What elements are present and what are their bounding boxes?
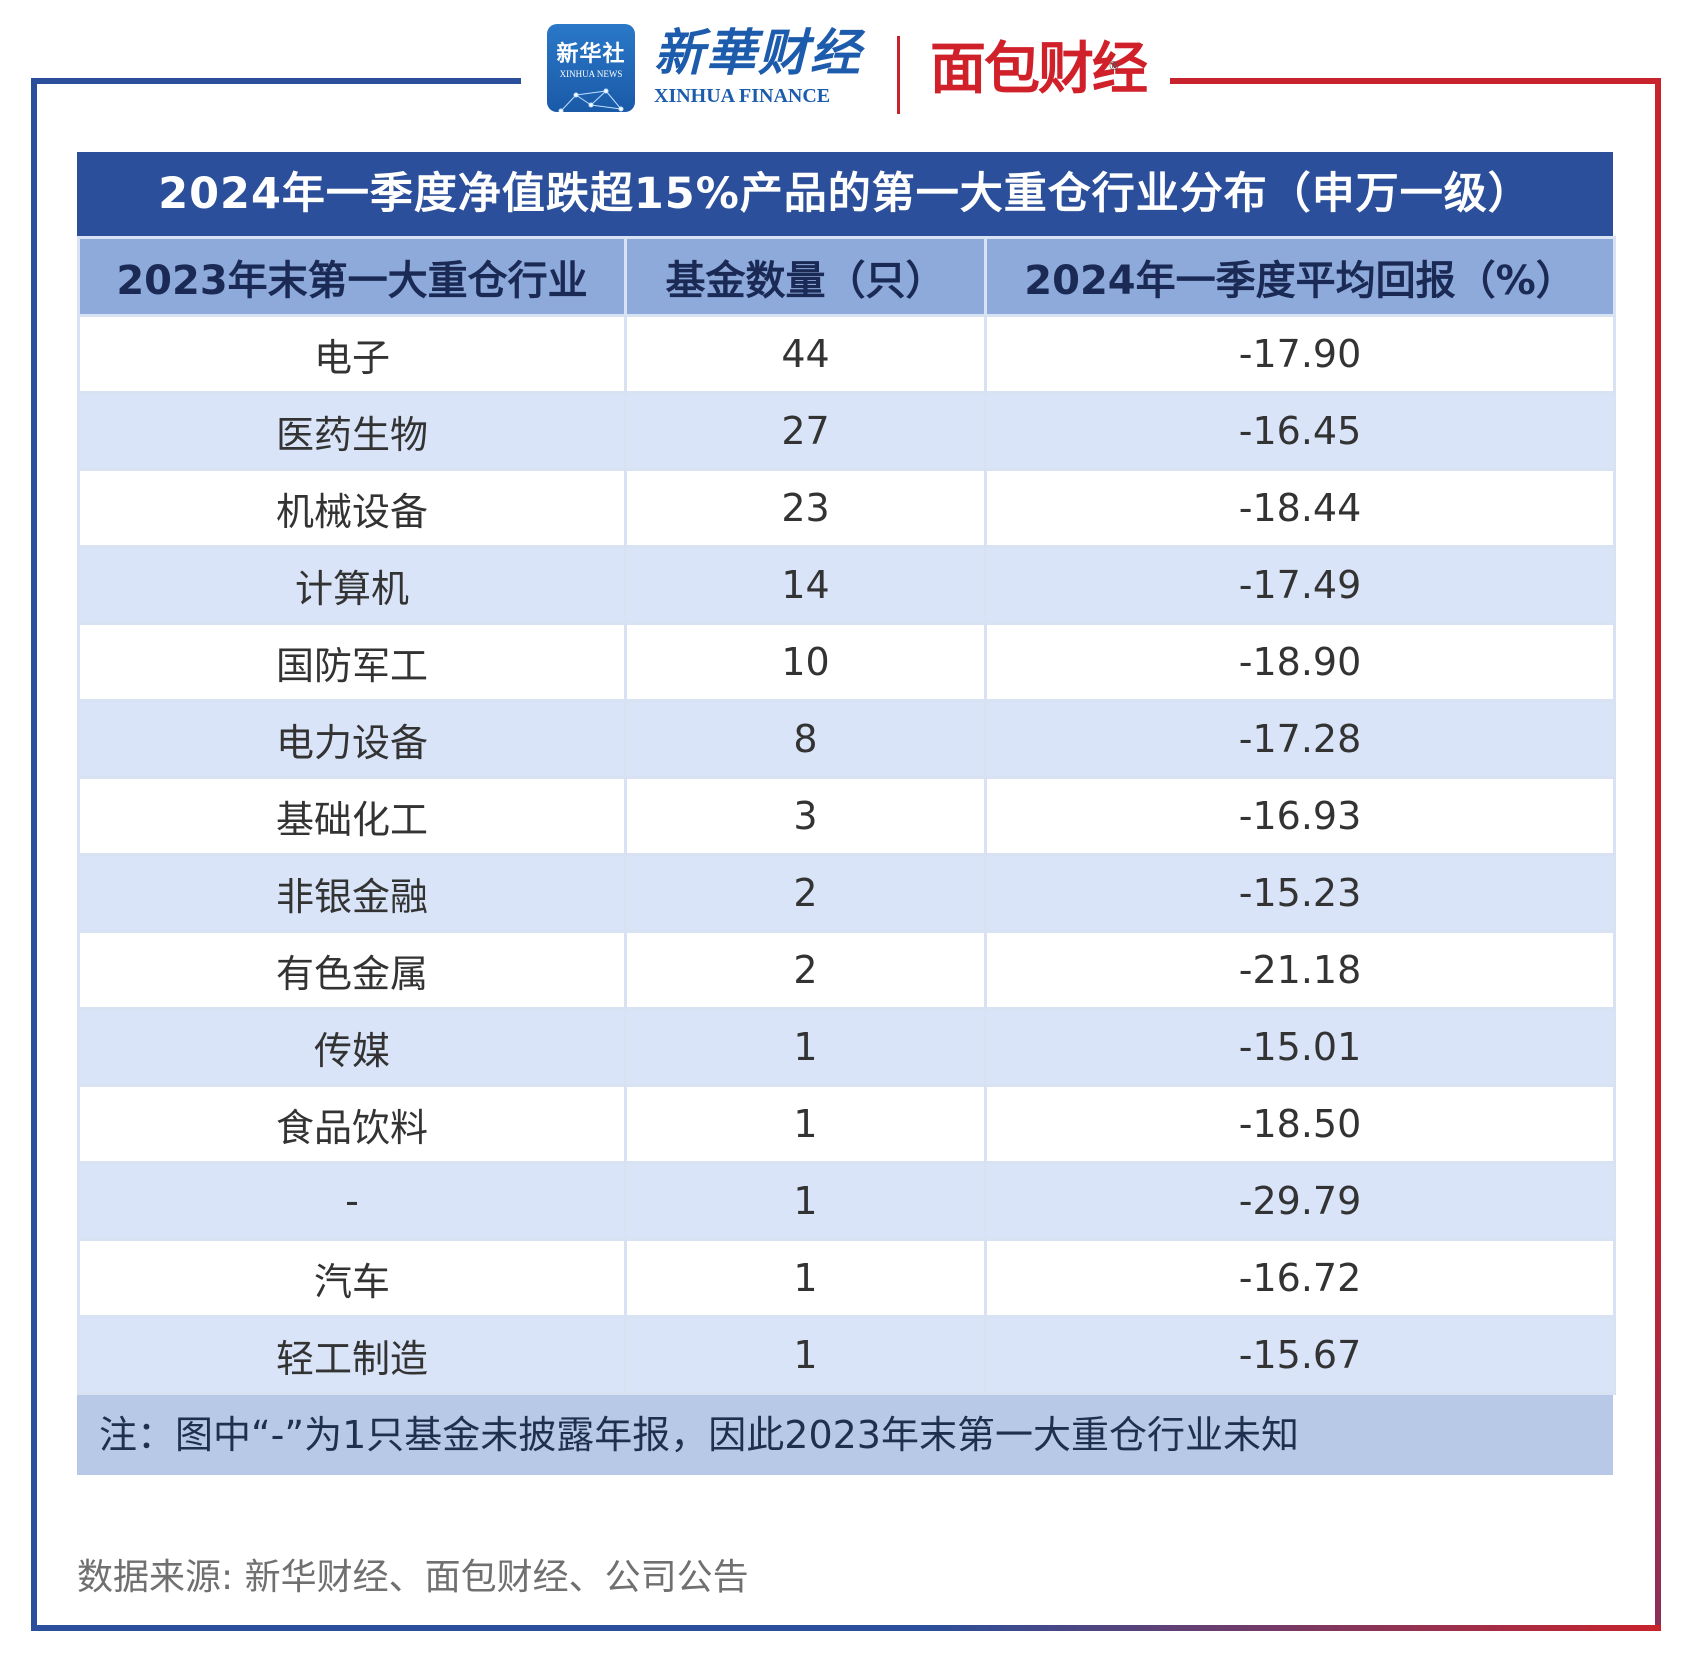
column-header-industry: 2023年末第一大重仓行业 <box>77 236 627 317</box>
cell-fund-count: 1 <box>624 1238 987 1318</box>
table-row: 机械设备 23 -18.44 <box>77 468 1616 548</box>
table-row: 食品饮料 1 -18.50 <box>77 1084 1616 1164</box>
cell-fund-count: 27 <box>624 391 987 471</box>
xinhua-finance-logo-en: XINHUA FINANCE <box>654 85 831 107</box>
cell-fund-count: 44 <box>624 314 987 394</box>
table-title: 2024年一季度净值跌超15%产品的第一大重仓行业分布（申万一级） <box>77 152 1613 236</box>
cell-avg-return: -29.79 <box>984 1161 1616 1241</box>
mianbao-finance-logo: 面包财经 ® <box>930 30 1150 110</box>
table-row: 传媒 1 -15.01 <box>77 1007 1616 1087</box>
table-row: 计算机 14 -17.49 <box>77 545 1616 625</box>
cell-industry: 轻工制造 <box>77 1315 627 1395</box>
cell-industry: 汽车 <box>77 1238 627 1318</box>
table-row: 基础化工 3 -16.93 <box>77 776 1616 856</box>
table-row: 医药生物 27 -16.45 <box>77 391 1616 471</box>
cell-industry: 机械设备 <box>77 468 627 548</box>
cell-avg-return: -15.67 <box>984 1315 1616 1395</box>
cell-fund-count: 8 <box>624 699 987 779</box>
cell-industry: 非银金融 <box>77 853 627 933</box>
table-row: 电力设备 8 -17.28 <box>77 699 1616 779</box>
xinhua-news-logo-en: XINHUA NEWS <box>559 69 623 79</box>
cell-industry: 基础化工 <box>77 776 627 856</box>
cell-avg-return: -17.49 <box>984 545 1616 625</box>
table-row: 非银金融 2 -15.23 <box>77 853 1616 933</box>
cell-fund-count: 1 <box>624 1161 987 1241</box>
mianbao-finance-logo-text: 面包财经 <box>930 37 1148 102</box>
table-row: 汽车 1 -16.72 <box>77 1238 1616 1318</box>
cell-industry: 医药生物 <box>77 391 627 471</box>
table-row: 国防军工 10 -18.90 <box>77 622 1616 702</box>
xinhua-news-logo-cn: 新华社 <box>556 41 626 67</box>
registered-mark: ® <box>1108 59 1120 73</box>
cell-avg-return: -15.23 <box>984 853 1616 933</box>
cell-fund-count: 2 <box>624 930 987 1010</box>
table-row: 轻工制造 1 -15.67 <box>77 1315 1616 1395</box>
cell-industry: - <box>77 1161 627 1241</box>
cell-avg-return: -16.72 <box>984 1238 1616 1318</box>
cell-industry: 电力设备 <box>77 699 627 779</box>
cell-industry: 国防军工 <box>77 622 627 702</box>
cell-avg-return: -18.90 <box>984 622 1616 702</box>
xinhua-finance-logo-cn: 新華财经 <box>654 23 862 82</box>
column-header-avg-return: 2024年一季度平均回报（%） <box>984 236 1616 317</box>
cell-industry: 有色金属 <box>77 930 627 1010</box>
cell-avg-return: -21.18 <box>984 930 1616 1010</box>
cell-avg-return: -16.45 <box>984 391 1616 471</box>
table-row: 电子 44 -17.90 <box>77 314 1616 394</box>
data-source: 数据来源: 新华财经、面包财经、公司公告 <box>77 1557 749 1598</box>
cell-fund-count: 3 <box>624 776 987 856</box>
cell-fund-count: 1 <box>624 1084 987 1164</box>
cell-fund-count: 1 <box>624 1007 987 1087</box>
cell-avg-return: -16.93 <box>984 776 1616 856</box>
cell-avg-return: -15.01 <box>984 1007 1616 1087</box>
data-table: 2023年末第一大重仓行业 基金数量（只） 2024年一季度平均回报（%） 电子… <box>77 236 1616 1395</box>
frame-left-border <box>31 78 37 1631</box>
cell-industry: 传媒 <box>77 1007 627 1087</box>
cell-avg-return: -18.44 <box>984 468 1616 548</box>
cell-avg-return: -17.90 <box>984 314 1616 394</box>
table-row: 有色金属 2 -21.18 <box>77 930 1616 1010</box>
table-note: 注：图中“-”为1只基金未披露年报，因此2023年末第一大重仓行业未知 <box>77 1395 1613 1475</box>
network-globe-icon <box>558 88 624 112</box>
table-header-row: 2023年末第一大重仓行业 基金数量（只） 2024年一季度平均回报（%） <box>77 236 1616 317</box>
cell-avg-return: -17.28 <box>984 699 1616 779</box>
frame-top-left-border <box>31 78 521 84</box>
cell-fund-count: 14 <box>624 545 987 625</box>
column-header-fund-count: 基金数量（只） <box>624 236 987 317</box>
data-table-container: 2024年一季度净值跌超15%产品的第一大重仓行业分布（申万一级） 2023年末… <box>77 152 1616 1475</box>
cell-fund-count: 10 <box>624 622 987 702</box>
frame-top-right-border <box>1170 78 1661 84</box>
cell-fund-count: 23 <box>624 468 987 548</box>
cell-industry: 食品饮料 <box>77 1084 627 1164</box>
frame-bottom-border <box>31 1625 1661 1631</box>
cell-industry: 电子 <box>77 314 627 394</box>
cell-fund-count: 1 <box>624 1315 987 1395</box>
cell-avg-return: -18.50 <box>984 1084 1616 1164</box>
xinhua-finance-logo: 新華财经 XINHUA FINANCE <box>654 22 864 114</box>
xinhua-news-logo: 新华社 XINHUA NEWS <box>547 24 635 112</box>
table-row: - 1 -29.79 <box>77 1161 1616 1241</box>
cell-fund-count: 2 <box>624 853 987 933</box>
logo-separator <box>897 36 900 114</box>
cell-industry: 计算机 <box>77 545 627 625</box>
frame-right-border <box>1655 78 1661 1631</box>
